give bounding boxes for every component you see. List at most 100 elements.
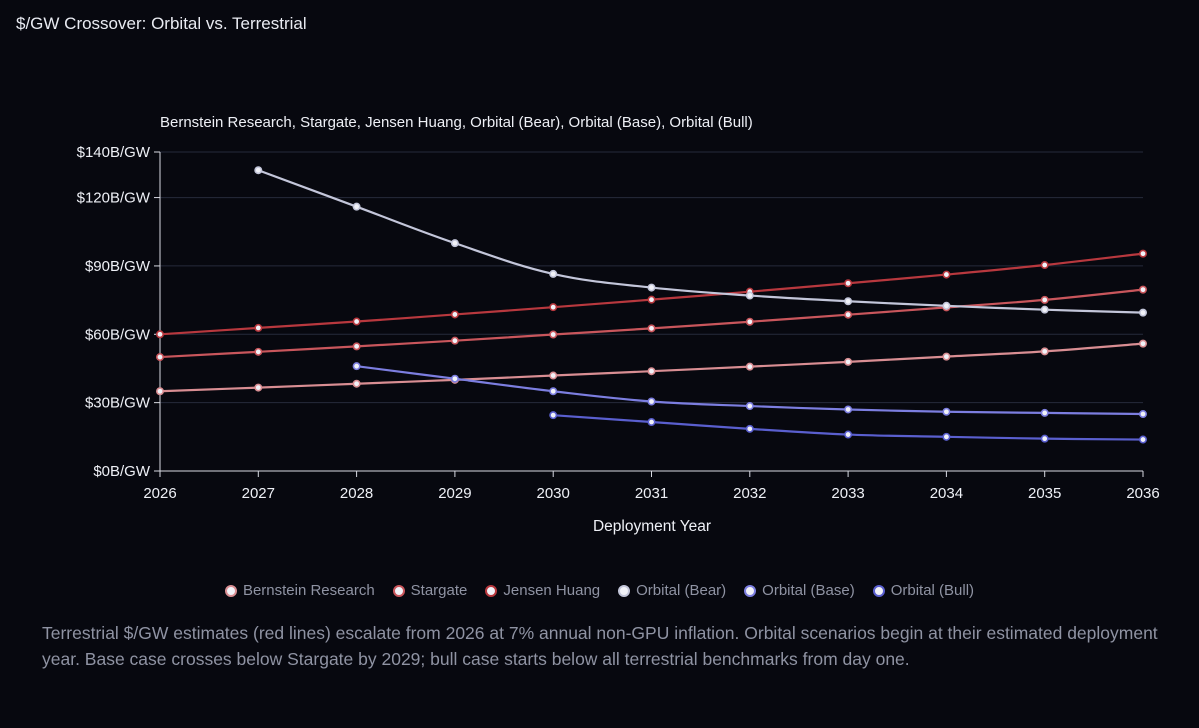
- legend-label: Orbital (Bull): [890, 582, 975, 599]
- x-tick-label: 2031: [635, 485, 668, 502]
- y-tick-label: $30B/GW: [85, 395, 151, 412]
- data-point-orbital-bear[interactable]: [1139, 308, 1148, 317]
- x-tick-label: 2033: [831, 485, 864, 502]
- data-point-jensen-huang[interactable]: [844, 279, 853, 288]
- data-point-orbital-base[interactable]: [549, 387, 558, 396]
- data-point-jensen-huang[interactable]: [450, 310, 459, 319]
- data-point-orbital-bull[interactable]: [647, 418, 656, 427]
- data-point-orbital-bull[interactable]: [942, 432, 951, 441]
- data-point-orbital-bear[interactable]: [647, 283, 656, 292]
- legend-marker-icon: [224, 584, 237, 597]
- data-point-orbital-bull[interactable]: [1139, 435, 1148, 444]
- legend-item-orbital-bear[interactable]: Orbital (Bear): [618, 582, 726, 599]
- legend-marker-icon: [618, 584, 631, 597]
- legend: Bernstein Research Stargate Jensen Huang Or…: [0, 582, 1199, 599]
- legend-label: Orbital (Bear): [636, 582, 727, 599]
- data-point-bernstein-research[interactable]: [745, 362, 754, 371]
- data-point-stargate[interactable]: [549, 330, 558, 339]
- legend-marker-icon: [392, 584, 405, 597]
- y-tick-label: $120B/GW: [77, 190, 151, 207]
- data-point-bernstein-research[interactable]: [254, 383, 263, 392]
- x-tick-label: 2035: [1028, 485, 1061, 502]
- y-tick-label: $140B/GW: [77, 144, 151, 161]
- legend-marker-icon: [872, 584, 885, 597]
- data-point-jensen-huang[interactable]: [254, 323, 263, 332]
- legend-label: Stargate: [410, 582, 468, 599]
- chart-caption: Terrestrial $/GW estimates (red lines) e…: [42, 623, 1158, 669]
- data-point-bernstein-research[interactable]: [156, 387, 165, 396]
- data-point-jensen-huang[interactable]: [156, 330, 165, 339]
- x-tick-label: 2027: [242, 485, 275, 502]
- data-point-stargate[interactable]: [352, 342, 361, 351]
- y-tick-label: $60B/GW: [85, 326, 151, 343]
- x-tick-label: 2030: [537, 485, 570, 502]
- data-point-orbital-bear[interactable]: [352, 202, 361, 211]
- legend-item-jensen-huang[interactable]: Jensen Huang: [485, 582, 600, 599]
- x-tick-label: 2036: [1126, 485, 1159, 502]
- axis-layer: $0B/GW $30B/GW $60B/GW $90B/GW $120B/GW $140B…: [77, 144, 1160, 502]
- series-line-orbital-bear: [257, 169, 1144, 314]
- legend-label: Bernstein Research: [242, 582, 375, 599]
- x-axis-label: Deployment Year: [593, 518, 711, 535]
- data-point-bernstein-research[interactable]: [1139, 339, 1148, 348]
- data-point-stargate[interactable]: [647, 324, 656, 333]
- data-point-jensen-huang[interactable]: [1139, 249, 1148, 258]
- x-tick-label: 2029: [438, 485, 471, 502]
- data-point-stargate[interactable]: [254, 347, 263, 356]
- data-point-bernstein-research[interactable]: [844, 357, 853, 366]
- data-point-orbital-bull[interactable]: [844, 430, 853, 439]
- data-point-bernstein-research[interactable]: [1040, 347, 1049, 356]
- data-point-jensen-huang[interactable]: [942, 270, 951, 279]
- data-point-stargate[interactable]: [745, 317, 754, 326]
- data-point-orbital-bear[interactable]: [549, 269, 558, 278]
- series-layer: [156, 166, 1148, 444]
- legend-label: Jensen Huang: [503, 582, 601, 599]
- legend-item-stargate[interactable]: Stargate: [392, 582, 468, 599]
- data-point-orbital-bear[interactable]: [1040, 305, 1049, 314]
- legend-marker-icon: [485, 584, 498, 597]
- data-point-jensen-huang[interactable]: [1040, 261, 1049, 270]
- data-point-orbital-bear[interactable]: [942, 301, 951, 310]
- data-point-orbital-base[interactable]: [844, 405, 853, 414]
- y-tick-label: $0B/GW: [93, 463, 151, 480]
- x-tick-label: 2034: [930, 485, 963, 502]
- data-point-orbital-bull[interactable]: [1040, 434, 1049, 443]
- legend-marker-icon: [744, 584, 757, 597]
- data-point-bernstein-research[interactable]: [352, 379, 361, 388]
- data-point-orbital-bear[interactable]: [450, 239, 459, 248]
- data-point-orbital-bull[interactable]: [549, 411, 558, 420]
- data-point-stargate[interactable]: [1139, 285, 1148, 294]
- data-point-stargate[interactable]: [450, 336, 459, 345]
- legend-item-orbital-base[interactable]: Orbital (Base): [744, 582, 855, 599]
- data-point-orbital-bull[interactable]: [745, 424, 754, 433]
- page-title: $/GW Crossover: Orbital vs. Terrestrial: [16, 14, 307, 33]
- data-point-jensen-huang[interactable]: [352, 317, 361, 326]
- data-point-orbital-base[interactable]: [352, 362, 361, 371]
- data-point-orbital-bear[interactable]: [745, 291, 754, 300]
- data-point-orbital-bear[interactable]: [254, 166, 263, 175]
- data-point-orbital-base[interactable]: [745, 402, 754, 411]
- chart-subtitle: Bernstein Research, Stargate, Jensen Hua…: [160, 114, 753, 131]
- data-point-orbital-base[interactable]: [450, 374, 459, 383]
- data-point-stargate[interactable]: [844, 310, 853, 319]
- legend-item-orbital-bull[interactable]: Orbital (Bull): [872, 582, 975, 599]
- y-tick-label: $90B/GW: [85, 258, 151, 275]
- x-tick-label: 2032: [733, 485, 766, 502]
- data-point-stargate[interactable]: [1040, 295, 1049, 304]
- data-point-stargate[interactable]: [156, 353, 165, 362]
- data-point-bernstein-research[interactable]: [549, 371, 558, 380]
- data-point-bernstein-research[interactable]: [942, 352, 951, 361]
- data-point-orbital-base[interactable]: [1040, 408, 1049, 417]
- legend-label: Orbital (Base): [762, 582, 855, 599]
- x-tick-label: 2026: [143, 485, 176, 502]
- data-point-orbital-base[interactable]: [1139, 410, 1148, 419]
- data-point-jensen-huang[interactable]: [549, 303, 558, 312]
- data-point-jensen-huang[interactable]: [647, 295, 656, 304]
- x-tick-label: 2028: [340, 485, 373, 502]
- data-point-bernstein-research[interactable]: [647, 367, 656, 376]
- data-point-orbital-base[interactable]: [942, 407, 951, 416]
- data-point-orbital-bear[interactable]: [844, 297, 853, 306]
- chart: Bernstein Research, Stargate, Jensen Hua…: [77, 114, 1160, 535]
- legend-item-bernstein-research[interactable]: Bernstein Research: [224, 582, 375, 599]
- data-point-orbital-base[interactable]: [647, 397, 656, 406]
